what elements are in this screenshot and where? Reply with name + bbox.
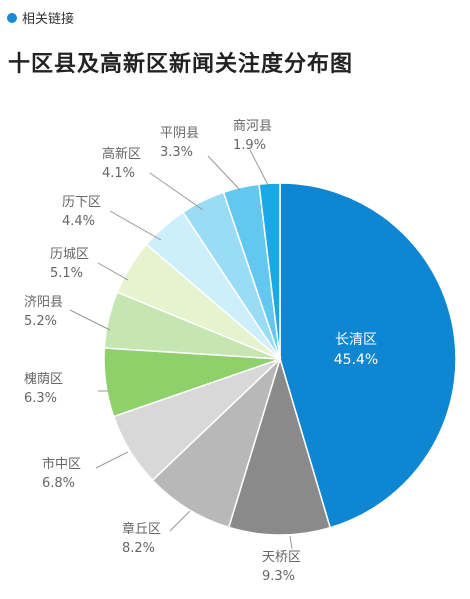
pie-slice-3 [151, 356, 282, 529]
leader-line-9 [149, 172, 204, 211]
leader-line-10 [207, 155, 241, 191]
slice-label-10: 平阴县 [160, 126, 199, 141]
pie-slice-2 [227, 356, 332, 536]
slice-value-9: 4.1% [102, 166, 135, 181]
pie-slice-11 [258, 182, 281, 360]
related-links-tag[interactable]: 相关链接 [7, 8, 74, 27]
slice-label-11: 商河县 [233, 119, 272, 134]
slice-value-5: 6.3% [24, 391, 57, 406]
slice-value-4: 6.8% [42, 476, 75, 491]
bullet-dot-icon [7, 12, 17, 23]
slice-value-8: 4.4% [62, 214, 95, 229]
slice-label-1: 长清区 [335, 332, 377, 348]
leader-line-8 [109, 210, 162, 241]
slice-value-6: 5.2% [24, 314, 57, 329]
pie-slice-1 [279, 182, 457, 529]
slice-label-6: 济阳县 [24, 295, 63, 310]
leader-line-7 [97, 262, 129, 281]
slice-label-8: 历下区 [62, 195, 101, 210]
leader-line-2 [289, 535, 293, 550]
slice-value-11: 1.9% [233, 138, 266, 153]
leader-line-4 [95, 451, 129, 469]
slice-value-10: 3.3% [160, 145, 193, 160]
slice-label-3: 章丘区 [122, 521, 161, 537]
slice-value-3: 8.2% [122, 541, 155, 556]
leader-line-3 [169, 510, 191, 532]
slice-value-7: 5.1% [50, 266, 83, 281]
slice-value-2: 9.3% [262, 569, 295, 584]
slice-label-9: 高新区 [102, 146, 141, 162]
slice-value-1: 45.4% [334, 352, 378, 368]
related-links-label: 相关链接 [22, 12, 75, 27]
slice-label-2: 天桥区 [262, 550, 301, 565]
leader-line-6 [69, 309, 111, 331]
slice-label-5: 槐荫区 [24, 371, 63, 387]
slice-label-7: 历城区 [50, 247, 89, 262]
chart-title: 十区县及高新区新闻关注度分布图 [8, 52, 354, 77]
leader-line-11 [249, 149, 269, 186]
slice-label-4: 市中区 [42, 456, 81, 472]
